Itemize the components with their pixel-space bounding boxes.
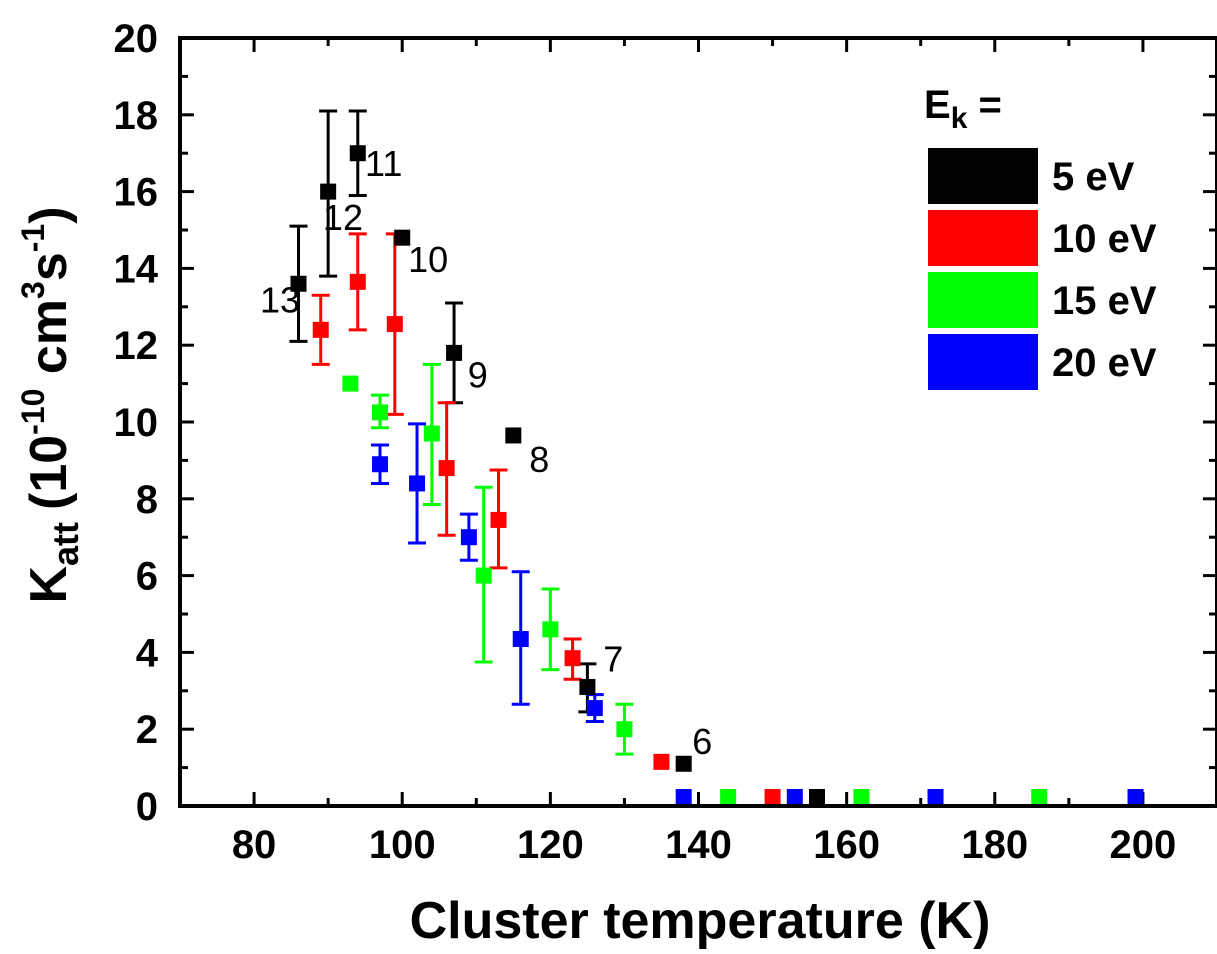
data-point xyxy=(460,529,477,546)
annotation-label: 8 xyxy=(529,439,549,480)
legend-swatch xyxy=(928,148,1038,204)
data-point xyxy=(616,721,633,738)
data-point xyxy=(653,753,670,770)
legend-swatch xyxy=(928,334,1038,390)
y-tick-label: 0 xyxy=(136,785,158,829)
data-point xyxy=(505,427,522,444)
legend-label: 20 eV xyxy=(1052,341,1157,385)
data-point xyxy=(312,321,329,338)
data-point xyxy=(720,789,737,805)
y-tick-label: 16 xyxy=(114,171,159,215)
data-point xyxy=(586,700,603,717)
y-tick-label: 18 xyxy=(114,94,159,138)
x-tick-label: 140 xyxy=(665,823,732,867)
legend-swatch xyxy=(928,210,1038,266)
legend-item: 20 eV xyxy=(928,334,1157,390)
y-tick-label: 4 xyxy=(136,631,159,675)
x-tick-label: 160 xyxy=(813,823,880,867)
x-tick-label: 100 xyxy=(369,823,436,867)
data-point xyxy=(438,460,455,477)
legend-label: 10 eV xyxy=(1052,217,1157,261)
annotation-label: 9 xyxy=(468,354,488,395)
data-point xyxy=(564,650,581,667)
y-tick-label: 2 xyxy=(136,708,158,752)
data-point xyxy=(764,789,781,805)
y-tick-label: 6 xyxy=(136,555,158,599)
data-point xyxy=(542,621,559,638)
tick-labels: 80 100 120 140 160 180 200 0 2 4 6 8 10 12 14 16 18 20 xyxy=(114,17,1177,867)
y-tick-label: 8 xyxy=(136,478,158,522)
data-point xyxy=(349,273,366,290)
data-point xyxy=(675,755,692,772)
tick-marks xyxy=(178,36,1217,808)
data-point xyxy=(409,475,426,492)
data-point xyxy=(675,789,692,805)
legend-item: 10 eV xyxy=(928,210,1157,266)
data-point xyxy=(512,630,529,647)
annotation-label: 6 xyxy=(692,721,712,762)
legend-label: 15 eV xyxy=(1052,279,1157,323)
data-point xyxy=(786,789,803,805)
y-tick-label: 20 xyxy=(114,17,159,61)
legend-item: 15 eV xyxy=(928,272,1157,328)
annotation-label: 10 xyxy=(408,239,448,280)
data-point xyxy=(475,567,492,584)
y-tick-label: 14 xyxy=(114,247,159,291)
data-point xyxy=(290,275,307,292)
data-point xyxy=(579,678,596,695)
legend-item: 5 eV xyxy=(928,148,1135,204)
legend-title: Ek = xyxy=(924,83,1002,135)
data-point xyxy=(371,404,388,421)
data-point xyxy=(809,789,826,805)
x-tick-label: 80 xyxy=(232,823,277,867)
annotation-label: 7 xyxy=(603,639,623,680)
x-axis-title: Cluster temperature (K) xyxy=(410,892,991,950)
data-point xyxy=(371,456,388,473)
svg-text:Katt(10-10 cm3s-1): Katt(10-10 cm3s-1) xyxy=(15,206,86,603)
y-tick-label: 10 xyxy=(114,401,159,445)
legend-label: 5 eV xyxy=(1052,155,1135,199)
x-tick-label: 200 xyxy=(1110,823,1177,867)
data-point xyxy=(320,183,337,200)
data-point xyxy=(386,316,403,333)
annotation-label: 13 xyxy=(260,280,300,321)
data-point xyxy=(349,145,366,162)
data-point xyxy=(853,789,870,805)
y-axis-title: Katt(10-10 cm3s-1) xyxy=(15,206,86,603)
x-tick-label: 180 xyxy=(961,823,1028,867)
data-points xyxy=(290,145,1144,805)
plot-frame xyxy=(178,36,1217,808)
legend: Ek = 5 eV 10 eV 15 eV 20 eV xyxy=(924,83,1157,390)
data-point xyxy=(1127,789,1144,805)
data-point xyxy=(423,425,440,442)
y-tick-label: 12 xyxy=(114,324,159,368)
data-point xyxy=(1031,789,1048,805)
x-tick-label: 120 xyxy=(517,823,584,867)
annotation-label: 11 xyxy=(365,143,402,184)
data-point xyxy=(342,375,359,392)
data-point xyxy=(927,789,944,805)
data-point xyxy=(394,229,411,246)
legend-swatch xyxy=(928,272,1038,328)
data-point xyxy=(490,511,507,528)
annotation-label: 12 xyxy=(323,197,363,238)
data-point xyxy=(446,344,463,361)
